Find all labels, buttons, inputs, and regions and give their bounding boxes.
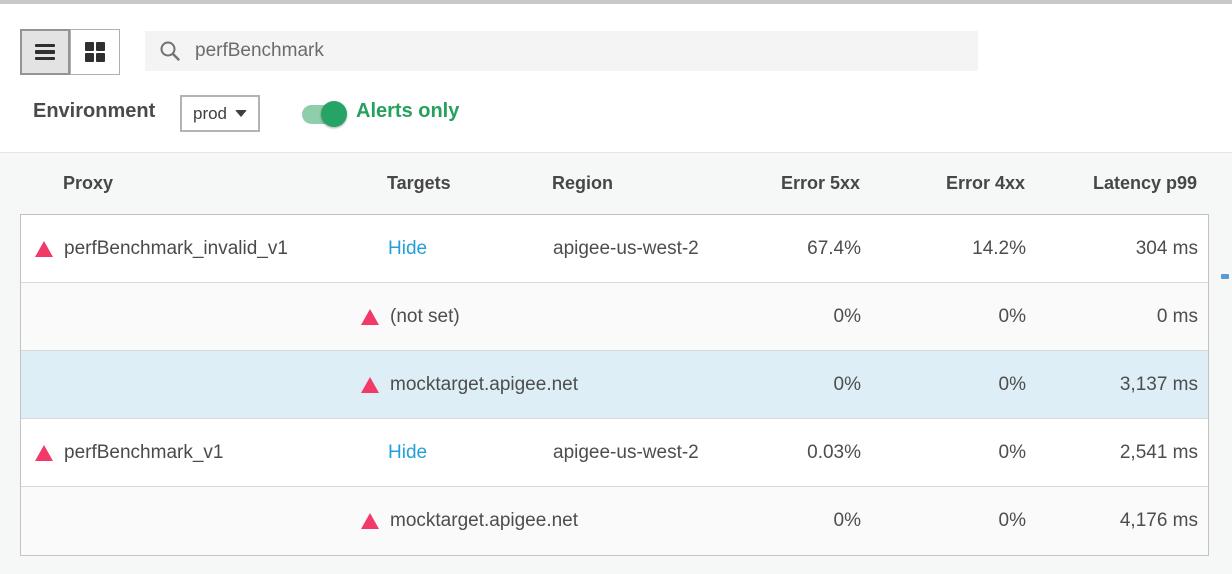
target-name: mocktarget.apigee.net	[390, 373, 579, 395]
search-icon	[160, 41, 180, 61]
toggle-knob	[321, 101, 347, 127]
latency-p99-value: 4,176 ms	[1119, 510, 1198, 531]
latency-p99-value: 2,541 ms	[1119, 441, 1198, 463]
region-value: apigee-us-west-2	[553, 441, 699, 463]
target-name: mocktarget.apigee.net	[390, 510, 579, 531]
table-header-row: Proxy Targets Region Error 5xx Error 4xx…	[20, 153, 1209, 214]
alert-triangle-icon	[35, 444, 53, 461]
grid-view-icon	[85, 42, 105, 62]
alert-triangle-icon	[361, 308, 379, 325]
chevron-down-icon	[235, 110, 248, 117]
proxy-name: perfBenchmark_v1	[64, 441, 224, 463]
latency-p99-value: 0 ms	[1156, 305, 1198, 327]
hide-targets-link[interactable]: Hide	[388, 237, 428, 259]
column-header-proxy: Proxy	[63, 173, 114, 193]
error-4xx-value: 14.2%	[972, 237, 1026, 259]
search-value: perfBenchmark	[195, 40, 324, 61]
list-view-button[interactable]	[20, 29, 70, 75]
error-4xx-value: 0%	[998, 305, 1026, 327]
alert-triangle-icon	[35, 240, 53, 257]
environment-value: prod	[192, 103, 228, 123]
environment-label: Environment	[33, 100, 156, 122]
grid-view-button[interactable]	[70, 29, 120, 75]
list-view-icon	[35, 43, 55, 61]
column-header-targets: Targets	[387, 173, 451, 193]
alerts-only-label: Alerts only	[356, 100, 460, 122]
alert-triangle-icon	[361, 376, 379, 393]
table-row-proxy[interactable]: perfBenchmark_invalid_v1 Hide apigee-us-…	[21, 215, 1208, 283]
error-5xx-value: 0%	[833, 373, 861, 395]
column-header-region: Region	[552, 173, 613, 193]
region-value: apigee-us-west-2	[553, 237, 699, 259]
alerts-only-toggle[interactable]	[302, 101, 347, 127]
table-row-target[interactable]: (not set) 0% 0% 0 ms	[21, 283, 1208, 351]
column-header-error4xx: Error 4xx	[945, 173, 1025, 193]
blue-scroll-marker	[1221, 274, 1229, 279]
table-row-proxy[interactable]: perfBenchmark_v1 Hide apigee-us-west-2 0…	[21, 419, 1208, 487]
error-5xx-value: 0%	[833, 510, 861, 531]
error-4xx-value: 0%	[998, 510, 1026, 531]
search-input[interactable]: perfBenchmark	[145, 31, 978, 71]
view-toggle	[20, 29, 120, 75]
error-4xx-value: 0%	[998, 441, 1026, 463]
column-header-latency: Latency p99	[1092, 173, 1197, 193]
hide-targets-link[interactable]: Hide	[388, 441, 428, 463]
table-section: Proxy Targets Region Error 5xx Error 4xx…	[0, 152, 1232, 574]
alert-triangle-icon	[361, 513, 379, 529]
table-row-target-highlighted[interactable]: mocktarget.apigee.net 0% 0% 3,137 ms	[21, 351, 1208, 419]
proxy-name: perfBenchmark_invalid_v1	[64, 237, 288, 259]
error-5xx-value: 67.4%	[807, 237, 861, 259]
error-5xx-value: 0%	[833, 305, 861, 327]
environment-dropdown[interactable]: prod	[180, 95, 260, 132]
latency-p99-value: 304 ms	[1135, 237, 1198, 259]
column-header-error5xx: Error 5xx	[780, 173, 860, 193]
proxies-table: perfBenchmark_invalid_v1 Hide apigee-us-…	[20, 214, 1209, 556]
error-5xx-value: 0.03%	[807, 441, 861, 463]
error-4xx-value: 0%	[998, 373, 1026, 395]
target-name: (not set)	[390, 305, 460, 327]
latency-p99-value: 3,137 ms	[1119, 373, 1198, 395]
top-divider-bar	[0, 0, 1232, 4]
table-row-target[interactable]: mocktarget.apigee.net 0% 0% 4,176 ms	[21, 487, 1208, 555]
